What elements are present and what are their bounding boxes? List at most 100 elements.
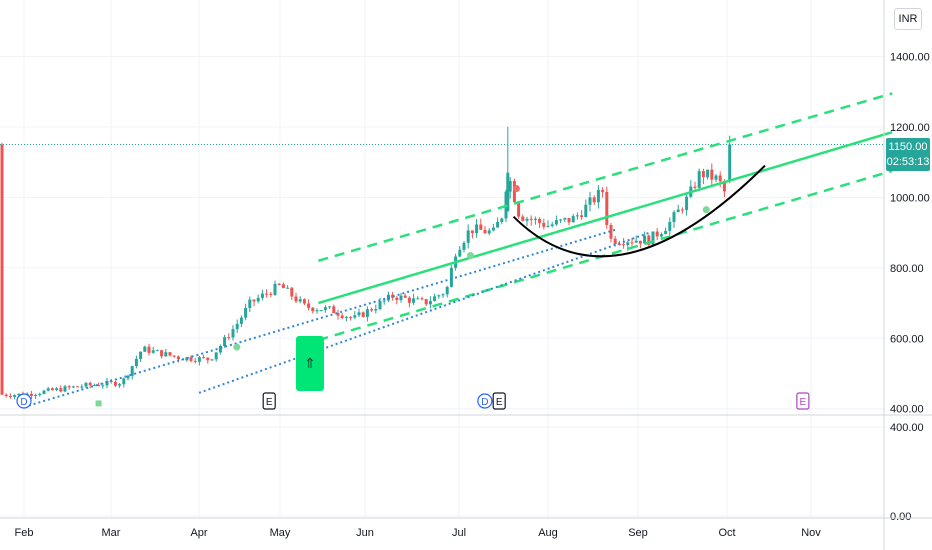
candle-body — [638, 240, 642, 244]
candle-body — [437, 295, 441, 297]
candle-body — [13, 395, 17, 397]
candle-body — [622, 244, 626, 246]
candle-body — [353, 315, 357, 318]
candle-body — [155, 350, 159, 352]
event-badge-letter: E — [266, 397, 273, 408]
event-badge-dividend — [477, 393, 493, 409]
candle-body — [491, 227, 495, 231]
trend-dotted-line-1 — [23, 228, 618, 408]
x-tick-label: Oct — [718, 527, 735, 539]
candle-body — [685, 196, 689, 211]
drawings — [0, 92, 893, 408]
candle-body — [445, 286, 449, 295]
candle-body — [269, 293, 273, 295]
candle-body-last — [728, 144, 732, 182]
candle-body — [433, 296, 437, 302]
candle-body — [710, 169, 714, 180]
candle-body — [63, 386, 67, 392]
event-badge-letter: D — [481, 397, 488, 408]
candle-body — [630, 242, 634, 244]
candle-body — [420, 298, 424, 300]
candle-body — [0, 144, 4, 395]
candle-body — [407, 297, 411, 303]
x-tick-label: Apr — [190, 527, 207, 539]
x-tick-label: Jul — [452, 527, 466, 539]
last-price-label: 1150.00 02:53:13 — [886, 138, 930, 171]
candle-body — [8, 396, 12, 398]
candle-body — [210, 359, 214, 361]
candle-body — [470, 230, 474, 234]
candle-body — [67, 386, 71, 388]
candle-body — [659, 234, 663, 237]
candle-body — [315, 310, 319, 312]
candle-body — [668, 221, 672, 231]
candle-body — [416, 298, 420, 300]
x-tick-label: Feb — [15, 527, 34, 539]
candle-body — [172, 355, 176, 357]
candle-body — [647, 235, 651, 245]
candle-body — [496, 222, 500, 228]
candle-body — [449, 267, 453, 287]
candle-body — [424, 299, 428, 305]
candle-body — [323, 307, 327, 311]
candle-body — [147, 346, 151, 353]
y-tick-label: 1400.00 — [890, 51, 930, 63]
candle-body — [701, 171, 705, 178]
x-tick-label: Sep — [628, 527, 648, 539]
candle-body — [643, 235, 647, 244]
trend-dotted-line-2 — [198, 231, 651, 394]
candle-body — [428, 301, 432, 305]
event-badge-letter: D — [20, 397, 27, 408]
x-tick-label: Jun — [356, 527, 374, 539]
price-marker-square — [95, 400, 102, 407]
candle-body — [714, 175, 718, 180]
candle-body — [344, 317, 348, 319]
x-tick-label: Aug — [538, 527, 558, 539]
currency-badge[interactable]: INR — [894, 8, 922, 30]
candle-body — [634, 240, 638, 243]
candle-body — [290, 287, 294, 297]
candle-body — [50, 388, 54, 391]
candle-body — [307, 303, 311, 308]
candle-body — [88, 382, 92, 386]
event-badge-letter: E — [800, 397, 807, 408]
channel-upper-line — [318, 92, 893, 262]
candle-body — [466, 230, 470, 243]
candle-body — [601, 189, 605, 192]
candle-body — [500, 218, 504, 223]
candle-body — [609, 224, 613, 239]
channel-mid-line — [318, 130, 893, 305]
candle-body — [458, 249, 462, 257]
candle-body — [554, 220, 558, 225]
candle-body — [29, 393, 33, 396]
candle-body — [538, 218, 542, 223]
candle-body-spike — [506, 172, 510, 212]
candle-body — [281, 284, 285, 289]
countdown-timer: 02:53:13 — [886, 156, 930, 168]
candle-body — [546, 225, 550, 227]
volume-y-tick-label: 400.00 — [890, 422, 924, 434]
candle-body — [596, 189, 600, 203]
arrow-callout — [296, 336, 324, 391]
candle-body — [92, 385, 96, 387]
candle-body — [34, 394, 38, 396]
candle-body — [378, 301, 382, 310]
candle-body — [441, 294, 445, 296]
candle-body — [483, 229, 487, 234]
candle-body — [361, 312, 365, 317]
candle-body — [231, 329, 235, 338]
price-marker-dot — [702, 206, 710, 214]
candle-body — [605, 191, 609, 225]
candle-body — [197, 357, 201, 362]
y-tick-label: 1000.00 — [890, 192, 930, 204]
x-tick-label: May — [270, 527, 291, 539]
event-badge-earnings — [796, 392, 810, 410]
candle-body — [17, 393, 21, 396]
candle-body — [479, 224, 483, 230]
candle-body — [357, 312, 361, 316]
candle-body — [533, 218, 537, 220]
candle-body — [655, 231, 659, 237]
